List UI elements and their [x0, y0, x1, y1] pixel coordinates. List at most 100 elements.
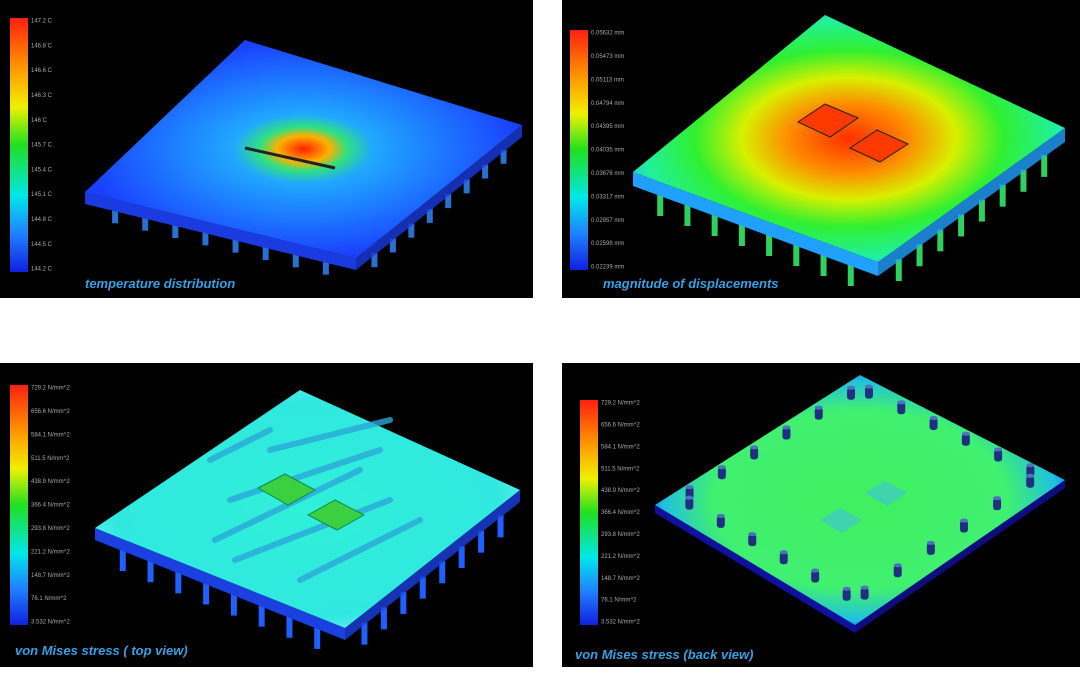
pin — [262, 246, 269, 260]
pin — [685, 497, 694, 510]
chip-footprint — [820, 508, 862, 533]
pin — [978, 199, 985, 222]
pin — [897, 402, 906, 415]
pin — [993, 498, 1002, 511]
pin — [929, 418, 938, 431]
legend-label: 0.03317 mm — [591, 194, 624, 200]
pin-top — [717, 465, 726, 470]
plate-side — [95, 528, 345, 640]
pin-top — [860, 585, 869, 590]
trace — [227, 447, 383, 503]
legend-label: 584.1 N/mm^2 — [31, 432, 70, 438]
pin-top — [842, 586, 851, 591]
pin-top — [929, 416, 938, 421]
pin — [400, 592, 407, 614]
pin — [380, 607, 387, 630]
plate-side — [356, 125, 522, 270]
legend-label: 146 C — [31, 118, 48, 124]
pin — [717, 467, 726, 480]
legend-label: 0.02239 mm — [591, 265, 624, 271]
pin — [371, 253, 378, 268]
pin — [439, 561, 446, 584]
chip-footprint — [865, 481, 907, 506]
pin — [748, 534, 757, 547]
trace — [267, 417, 393, 453]
pin — [738, 224, 745, 246]
pin-top — [926, 540, 935, 545]
pin — [322, 260, 329, 275]
legend-label: 0.04794 mm — [591, 101, 624, 107]
pin — [1026, 475, 1035, 488]
legend-label: 145.1 C — [31, 192, 53, 198]
pin-top — [782, 425, 791, 430]
pin-top — [779, 550, 788, 555]
legend-label: 366.4 N/mm^2 — [601, 510, 640, 516]
pin — [172, 224, 179, 238]
pin — [203, 582, 210, 605]
pin — [419, 576, 426, 599]
pin — [961, 433, 970, 446]
pin — [994, 449, 1003, 462]
pin-top — [961, 431, 970, 436]
pin — [292, 253, 299, 268]
pin-top — [959, 518, 968, 523]
pin — [314, 626, 321, 649]
plate-side — [633, 172, 878, 276]
pin — [147, 560, 154, 583]
plate-side — [878, 128, 1065, 276]
legend-label: 148.7 N/mm^2 — [31, 573, 70, 579]
plate-top — [633, 15, 1065, 262]
pin — [458, 546, 465, 568]
plate — [633, 15, 1065, 286]
pin — [286, 615, 293, 638]
legend-label: 0.04395 mm — [591, 124, 624, 130]
pin — [684, 204, 691, 226]
legend-label: 0.05473 mm — [591, 54, 624, 60]
pin — [750, 447, 759, 460]
pin-top — [814, 405, 823, 410]
pin-top — [847, 385, 856, 390]
pin-top — [685, 495, 694, 500]
pin — [445, 194, 452, 209]
plate — [95, 390, 520, 649]
pin — [999, 184, 1006, 207]
pin — [782, 427, 791, 440]
pin — [463, 179, 470, 194]
legend-label: 0.05632 mm — [591, 31, 624, 37]
legend-label: 656.6 N/mm^2 — [31, 409, 70, 415]
pin-top — [994, 447, 1003, 452]
pin-top — [1026, 473, 1035, 478]
chip — [306, 499, 366, 531]
legend-label: 511.5 N/mm^2 — [31, 456, 70, 462]
pin — [408, 223, 415, 238]
pin — [864, 386, 873, 399]
pin-top — [897, 400, 906, 405]
legend-label: 76.1 N/mm^2 — [601, 598, 637, 604]
pin — [142, 216, 149, 231]
pin-top — [685, 485, 694, 490]
trace — [297, 517, 423, 583]
chip-edge — [244, 146, 336, 170]
caption: temperature distribution — [85, 276, 235, 291]
plate-side — [85, 192, 356, 270]
pin — [937, 229, 944, 252]
pin — [426, 208, 433, 223]
pin-top — [811, 568, 820, 573]
plate-side — [655, 505, 855, 633]
legend-label: 146.8 C — [31, 43, 53, 49]
plate-top — [85, 40, 522, 258]
pin — [112, 209, 119, 224]
pin — [716, 515, 725, 528]
pin — [711, 214, 718, 236]
legend-label: 144.8 C — [31, 217, 53, 223]
pin — [1020, 169, 1027, 192]
pin — [766, 234, 773, 256]
pin — [811, 570, 820, 583]
legend-label: 3.532 N/mm^2 — [31, 620, 70, 626]
pin — [230, 593, 237, 616]
pin — [202, 231, 209, 246]
legend-bar — [580, 400, 598, 625]
pin — [793, 244, 800, 266]
